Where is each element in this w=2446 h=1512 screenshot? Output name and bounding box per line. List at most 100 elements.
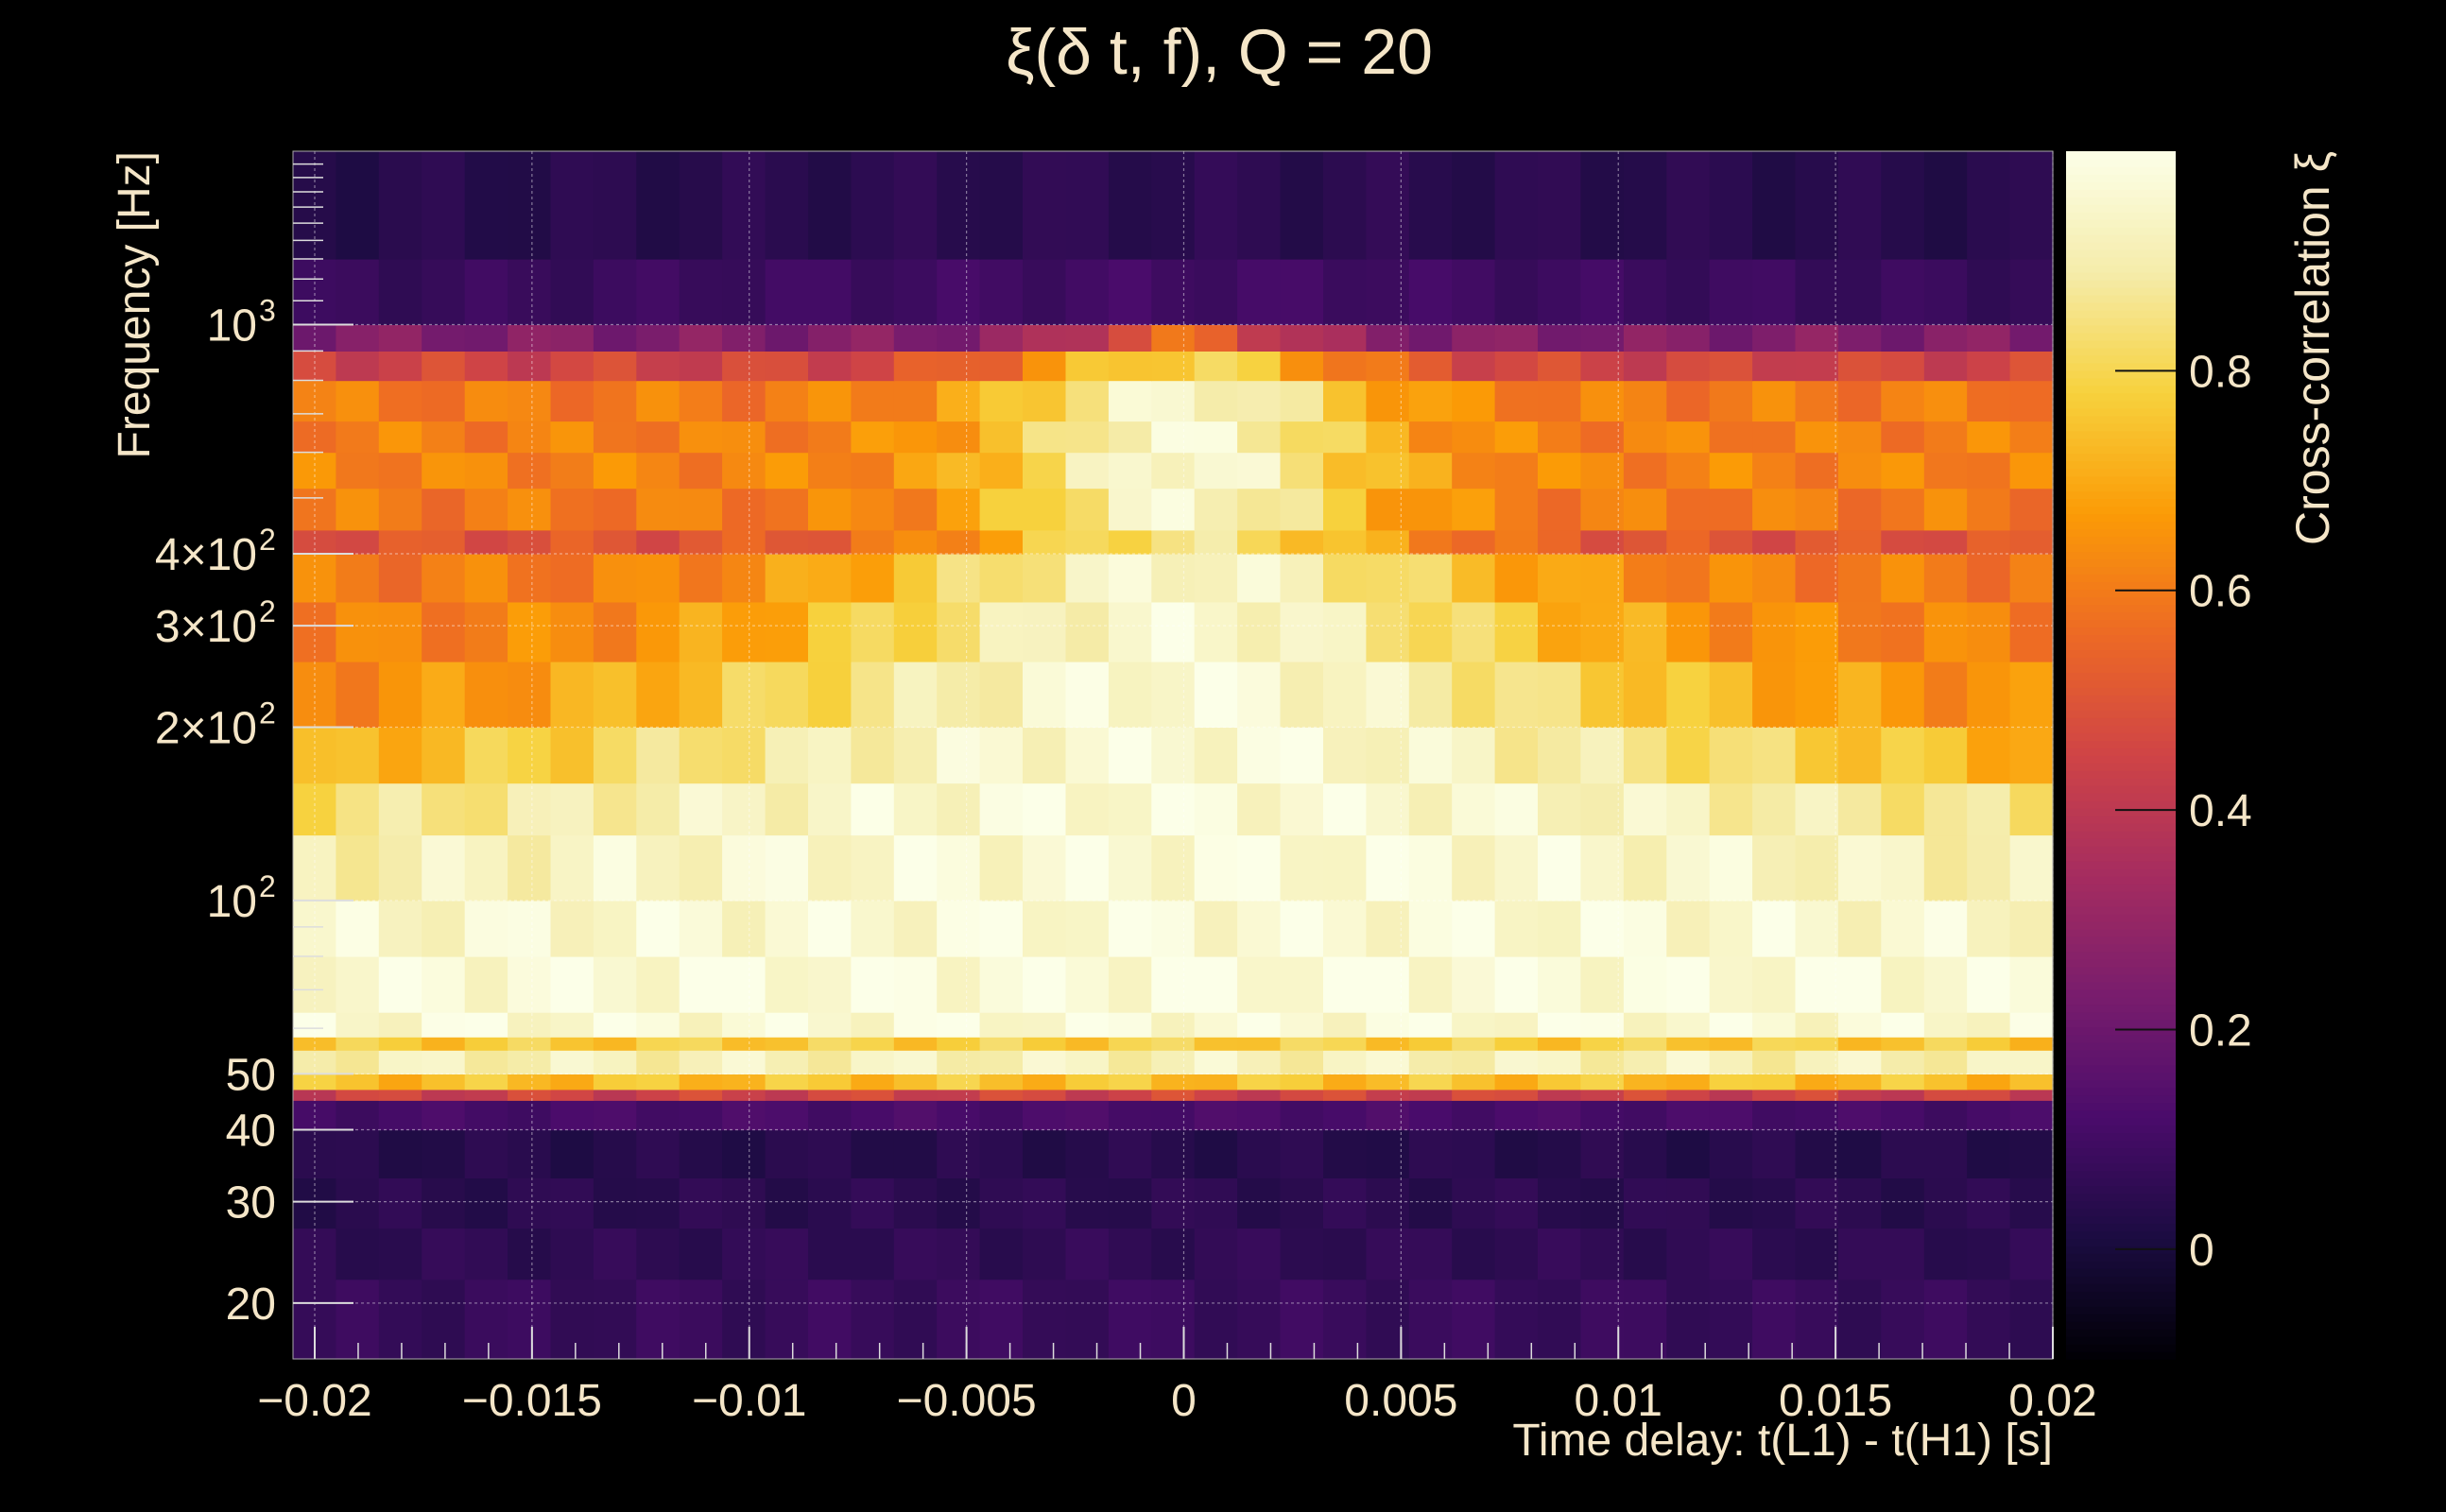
heatmap-cell: [1023, 151, 1066, 260]
heatmap-cell: [1452, 259, 1496, 325]
heatmap-cell: [679, 834, 723, 902]
heatmap-cell: [679, 601, 723, 662]
heatmap-cell: [893, 421, 938, 454]
heatmap-cell: [464, 421, 508, 454]
colorbar-segment: [2066, 619, 2176, 628]
heatmap-cell: [1023, 662, 1066, 728]
heatmap-cell: [679, 1012, 723, 1038]
colorbar-segment: [2066, 354, 2176, 364]
colorbar-segment: [2066, 1117, 2176, 1126]
heatmap-cell: [1752, 529, 1797, 555]
heatmap-cell: [1151, 151, 1196, 260]
colorbar-segment: [2066, 233, 2176, 243]
heatmap-cell: [550, 782, 594, 836]
heatmap-cell: [1065, 452, 1110, 490]
heatmap-cell: [1967, 488, 2011, 531]
heatmap-cell: [593, 351, 637, 382]
heatmap-cell: [1452, 1177, 1496, 1229]
heatmap-cell: [2009, 1177, 2054, 1229]
heatmap-cell: [2009, 1074, 2054, 1091]
heatmap-cell: [1108, 554, 1152, 603]
heatmap-cell: [722, 1228, 767, 1280]
heatmap-cell: [1194, 452, 1238, 490]
heatmap-cell: [1194, 554, 1238, 603]
heatmap-cell: [1795, 554, 1839, 603]
heatmap-cell: [851, 1050, 895, 1074]
heatmap-cell: [1666, 782, 1711, 836]
heatmap-cell: [1580, 554, 1625, 603]
heatmap-cell: [1280, 1177, 1324, 1229]
heatmap-cell: [1151, 601, 1196, 662]
heatmap-cell: [1795, 1012, 1839, 1038]
heatmap-cell: [679, 554, 723, 603]
heatmap-cell: [1967, 1012, 2011, 1038]
heatmap-cell: [636, 1279, 680, 1360]
heatmap-cell: [1494, 259, 1539, 325]
heatmap-cell: [937, 1074, 981, 1091]
y-tick-label: 10: [207, 877, 257, 927]
heatmap-cell: [1065, 259, 1110, 325]
heatmap-cell: [336, 1100, 380, 1131]
heatmap-cell: [1623, 956, 1667, 1013]
heatmap-cell: [1795, 1050, 1839, 1074]
heatmap-cell: [1623, 662, 1667, 728]
heatmap-cell: [550, 554, 594, 603]
heatmap-cell: [1323, 834, 1367, 902]
colorbar-segment: [2066, 498, 2176, 507]
heatmap-cell: [2009, 662, 2054, 728]
heatmap-cell: [765, 1129, 809, 1178]
heatmap-cell: [1494, 601, 1539, 662]
heatmap-cell: [1323, 1050, 1367, 1074]
heatmap-cell: [1923, 782, 1968, 836]
heatmap-cell: [336, 151, 380, 260]
heatmap-cell: [1237, 662, 1282, 728]
colorbar-segment: [2066, 1026, 2176, 1036]
colorbar-segment: [2066, 574, 2176, 583]
heatmap-cell: [1237, 1074, 1282, 1091]
colorbar-segment: [2066, 1004, 2176, 1013]
heatmap-cell: [1065, 1037, 1110, 1051]
heatmap-cell: [1538, 900, 1581, 957]
heatmap-cell: [2009, 601, 2054, 662]
heatmap-cell: [293, 324, 336, 352]
heatmap-cell: [1923, 529, 1968, 555]
heatmap-cell: [1837, 727, 1882, 784]
heatmap-cell: [422, 1279, 466, 1360]
heatmap-cell: [1795, 727, 1839, 784]
heatmap-cell: [1666, 956, 1711, 1013]
heatmap-cell: [1237, 1177, 1282, 1229]
heatmap-cell: [1065, 601, 1110, 662]
heatmap-cell: [1452, 782, 1496, 836]
heatmap-cell: [1366, 1037, 1410, 1051]
heatmap-cell: [593, 529, 637, 555]
heatmap-cell: [979, 956, 1024, 1013]
heatmap-cell: [893, 324, 938, 352]
heatmap-cell: [1366, 834, 1410, 902]
heatmap-cell: [1538, 324, 1581, 352]
heatmap-cell: [378, 488, 422, 531]
heatmap-cell: [1023, 421, 1066, 454]
heatmap-cell: [679, 1037, 723, 1051]
heatmap-cell: [508, 554, 552, 603]
heatmap-cell: [1237, 554, 1282, 603]
heatmap-cell: [1795, 259, 1839, 325]
heatmap-cell: [1408, 1100, 1453, 1131]
colorbar-segment: [2066, 218, 2176, 228]
heatmap-cell: [1366, 1089, 1410, 1101]
heatmap-cell: [851, 1279, 895, 1360]
heatmap-cell: [336, 1177, 380, 1229]
heatmap-cell: [1280, 834, 1324, 902]
heatmap-cell: [893, 1089, 938, 1101]
heatmap-cell: [1023, 1177, 1066, 1229]
heatmap-cell: [808, 1037, 852, 1051]
heatmap-cell: [1923, 421, 1968, 454]
heatmap-cell: [336, 452, 380, 490]
heatmap-cell: [765, 1279, 809, 1360]
colorbar-segment: [2066, 943, 2176, 953]
heatmap-cell: [1967, 956, 2011, 1013]
heatmap-cell: [1323, 529, 1367, 555]
heatmap-cell: [1967, 452, 2011, 490]
colorbar-segment: [2066, 415, 2176, 424]
heatmap-cell: [937, 1089, 981, 1101]
heatmap-cell: [1666, 380, 1711, 422]
